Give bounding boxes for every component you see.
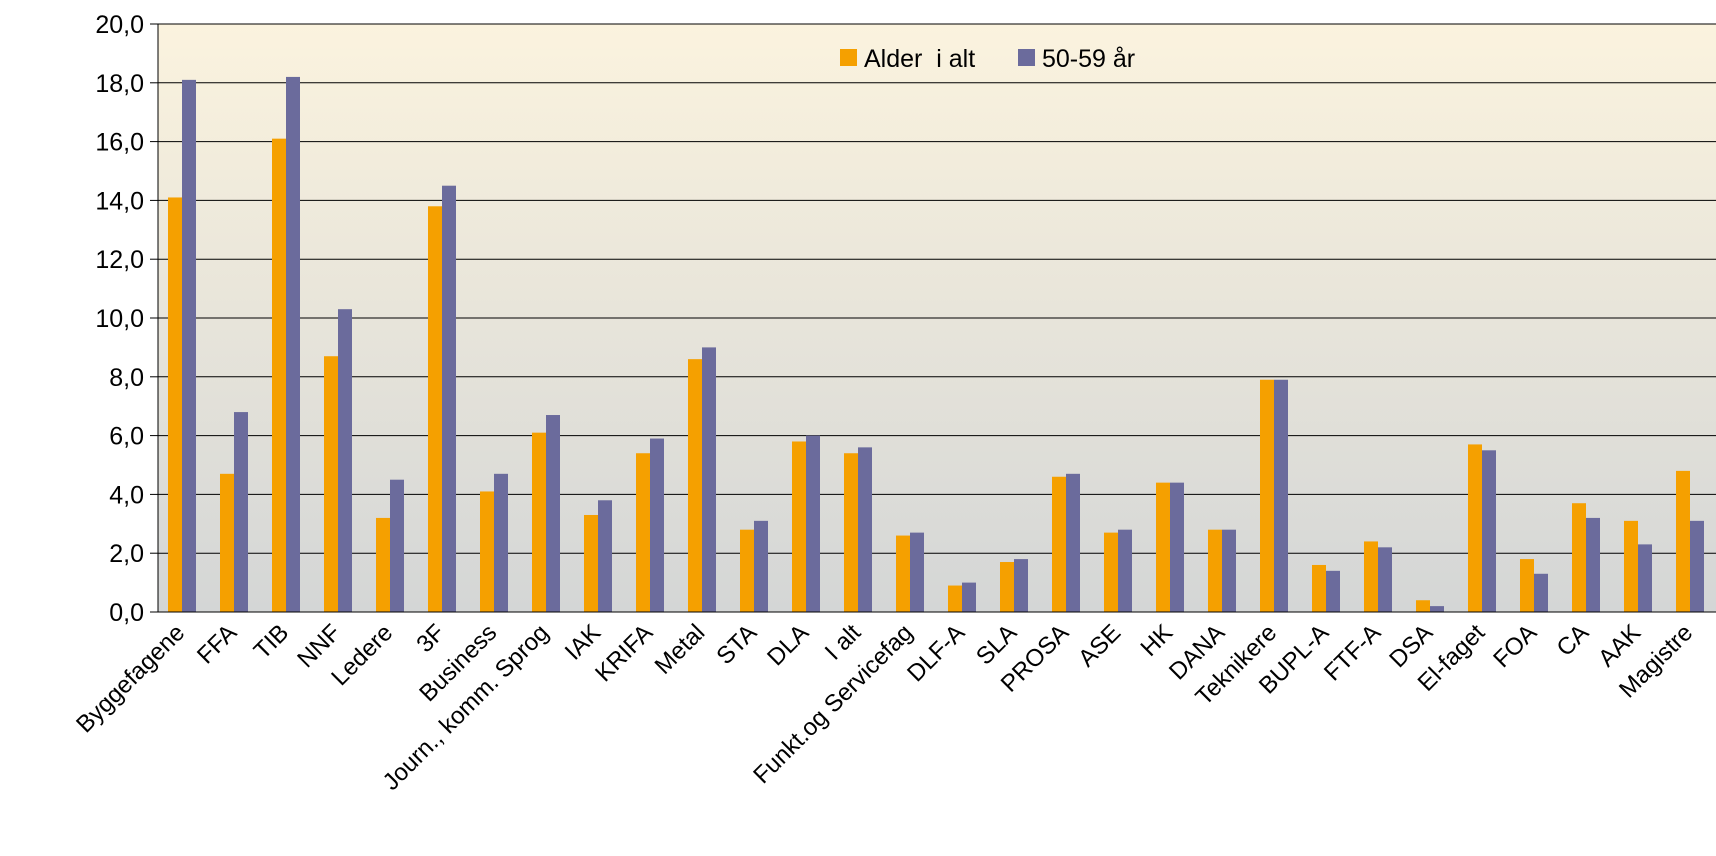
bar-alder-i-alt xyxy=(1416,600,1430,612)
y-tick-label: 8,0 xyxy=(109,364,144,392)
bar-50-59-aar xyxy=(1482,450,1496,612)
bar-50-59-aar xyxy=(1066,473,1080,612)
bar-alder-i-alt xyxy=(428,206,442,612)
bar-50-59-aar xyxy=(546,415,560,612)
y-tick-label: 16,0 xyxy=(95,129,144,157)
bar-alder-i-alt xyxy=(792,441,806,612)
y-tick-label: 0,0 xyxy=(109,599,144,627)
bar-alder-i-alt xyxy=(376,517,390,612)
bar-alder-i-alt xyxy=(1572,503,1586,612)
bar-alder-i-alt xyxy=(636,453,650,612)
bar-alder-i-alt xyxy=(220,473,234,612)
bar-alder-i-alt xyxy=(584,514,598,612)
bar-alder-i-alt xyxy=(688,359,702,612)
bar-alder-i-alt xyxy=(1468,444,1482,612)
x-tick-label: Byggefagene xyxy=(71,619,190,738)
y-tick-label: 12,0 xyxy=(95,246,144,274)
bar-50-59-aar xyxy=(910,532,924,612)
bar-alder-i-alt xyxy=(948,585,962,612)
bar-50-59-aar xyxy=(1586,517,1600,612)
bar-alder-i-alt xyxy=(1208,529,1222,612)
y-tick-label: 18,0 xyxy=(95,70,144,98)
bar-alder-i-alt xyxy=(844,453,858,612)
bar-alder-i-alt xyxy=(1104,532,1118,612)
bar-alder-i-alt xyxy=(1520,559,1534,612)
y-tick-label: 2,0 xyxy=(109,540,144,568)
x-tick-label: FOA xyxy=(1488,619,1542,673)
bar-50-59-aar xyxy=(598,500,612,612)
bar-50-59-aar xyxy=(1274,379,1288,612)
bar-alder-i-alt xyxy=(1624,520,1638,612)
bar-alder-i-alt xyxy=(168,197,182,612)
y-tick-label: 14,0 xyxy=(95,187,144,215)
bar-50-59-aar xyxy=(1378,547,1392,612)
x-tick-label: 3F xyxy=(411,619,450,658)
bar-50-59-aar xyxy=(702,347,716,612)
x-tick-label: HK xyxy=(1136,619,1179,662)
bar-alder-i-alt xyxy=(272,138,286,612)
y-tick-label: 10,0 xyxy=(95,305,144,333)
bar-alder-i-alt xyxy=(532,432,546,612)
bar-50-59-aar xyxy=(858,447,872,612)
x-tick-label: Metal xyxy=(650,619,711,680)
bar-50-59-aar xyxy=(390,479,404,612)
x-tick-label: CA xyxy=(1552,619,1595,662)
gridlines xyxy=(158,23,1716,613)
bar-50-59-aar xyxy=(1638,544,1652,612)
bar-50-59-aar xyxy=(234,412,248,612)
legend: Alder i alt 50-59 år xyxy=(840,45,1135,73)
legend-label: 50-59 år xyxy=(1042,45,1135,73)
bar-alder-i-alt xyxy=(324,356,338,612)
x-tick-label: TIB xyxy=(249,619,294,664)
legend-swatch xyxy=(1018,49,1035,66)
bar-50-59-aar xyxy=(338,309,352,612)
bar-alder-i-alt xyxy=(896,535,910,612)
bar-50-59-aar xyxy=(1014,559,1028,612)
bar-alder-i-alt xyxy=(480,491,494,612)
bar-50-59-aar xyxy=(1534,573,1548,612)
x-tick-label: DLA xyxy=(762,619,814,671)
y-axis: 0,0 2,0 4,0 6,0 8,0 10,0 12,0 14,0 16,0 18,0 20,0 xyxy=(95,11,159,627)
bar-50-59-aar xyxy=(442,185,456,612)
bar-50-59-aar xyxy=(286,76,300,613)
bar-alder-i-alt xyxy=(1676,470,1690,612)
x-tick-label: FFA xyxy=(192,619,242,669)
bar-50-59-aar xyxy=(1430,606,1444,612)
x-tick-label: ASE xyxy=(1073,619,1126,672)
bar-50-59-aar xyxy=(650,438,664,612)
bar-50-59-aar xyxy=(494,473,508,612)
x-tick-label: KRIFA xyxy=(590,619,658,687)
bar-50-59-aar xyxy=(754,520,768,612)
bar-alder-i-alt xyxy=(1052,476,1066,612)
bar-alder-i-alt xyxy=(1156,482,1170,612)
y-tick-label: 20,0 xyxy=(95,11,144,39)
y-tick-label: 6,0 xyxy=(109,423,144,451)
bar-50-59-aar xyxy=(1222,529,1236,612)
bar-50-59-aar xyxy=(1690,520,1704,612)
bar-50-59-aar xyxy=(962,582,976,612)
bar-50-59-aar xyxy=(1118,529,1132,612)
bar-50-59-aar xyxy=(806,435,820,612)
bar-alder-i-alt xyxy=(1364,541,1378,612)
bar-alder-i-alt xyxy=(1000,562,1014,612)
x-tick-label: STA xyxy=(711,619,762,670)
bar-alder-i-alt xyxy=(1260,379,1274,612)
bar-50-59-aar xyxy=(182,79,196,613)
bar-50-59-aar xyxy=(1326,570,1340,612)
bar-alder-i-alt xyxy=(1312,564,1326,612)
bar-50-59-aar xyxy=(1170,482,1184,612)
x-tick-label: DLF-A xyxy=(902,619,970,687)
x-tick-label: FTF-A xyxy=(1319,619,1386,686)
y-tick-label: 4,0 xyxy=(109,481,144,509)
bars xyxy=(168,76,1704,613)
bar-alder-i-alt xyxy=(740,529,754,612)
legend-label: Alder i alt xyxy=(864,45,975,73)
legend-swatch xyxy=(840,49,857,66)
